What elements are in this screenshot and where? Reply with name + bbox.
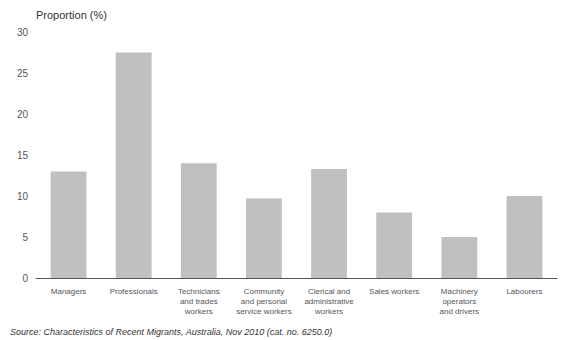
svg-text:Proportion (%): Proportion (%) [36,9,107,21]
svg-text:Sales workers: Sales workers [369,287,419,296]
svg-text:Technicians: Technicians [178,287,220,296]
svg-text:25: 25 [17,68,29,79]
svg-text:and personal: and personal [241,297,287,306]
svg-text:30: 30 [17,27,29,38]
svg-text:Machinery: Machinery [441,287,478,296]
svg-text:and drivers: and drivers [440,307,480,316]
svg-text:operators: operators [442,297,476,306]
svg-text:Managers: Managers [51,287,87,296]
svg-text:5: 5 [22,232,28,243]
svg-text:20: 20 [17,109,29,120]
svg-text:and trades: and trades [180,297,218,306]
svg-text:10: 10 [17,191,29,202]
svg-text:administrative: administrative [304,297,354,306]
svg-text:15: 15 [17,150,29,161]
svg-text:Community: Community [244,287,284,296]
svg-text:workers: workers [314,307,343,316]
svg-text:Labourers: Labourers [506,287,542,296]
svg-text:Clerical and: Clerical and [308,287,350,296]
svg-text:Professionals: Professionals [110,287,158,296]
svg-text:0: 0 [22,273,28,284]
svg-text:Source: Characteristics of Rec: Source: Characteristics of Recent Migran… [10,327,332,337]
svg-text:workers: workers [184,307,213,316]
svg-text:service workers: service workers [236,307,292,316]
